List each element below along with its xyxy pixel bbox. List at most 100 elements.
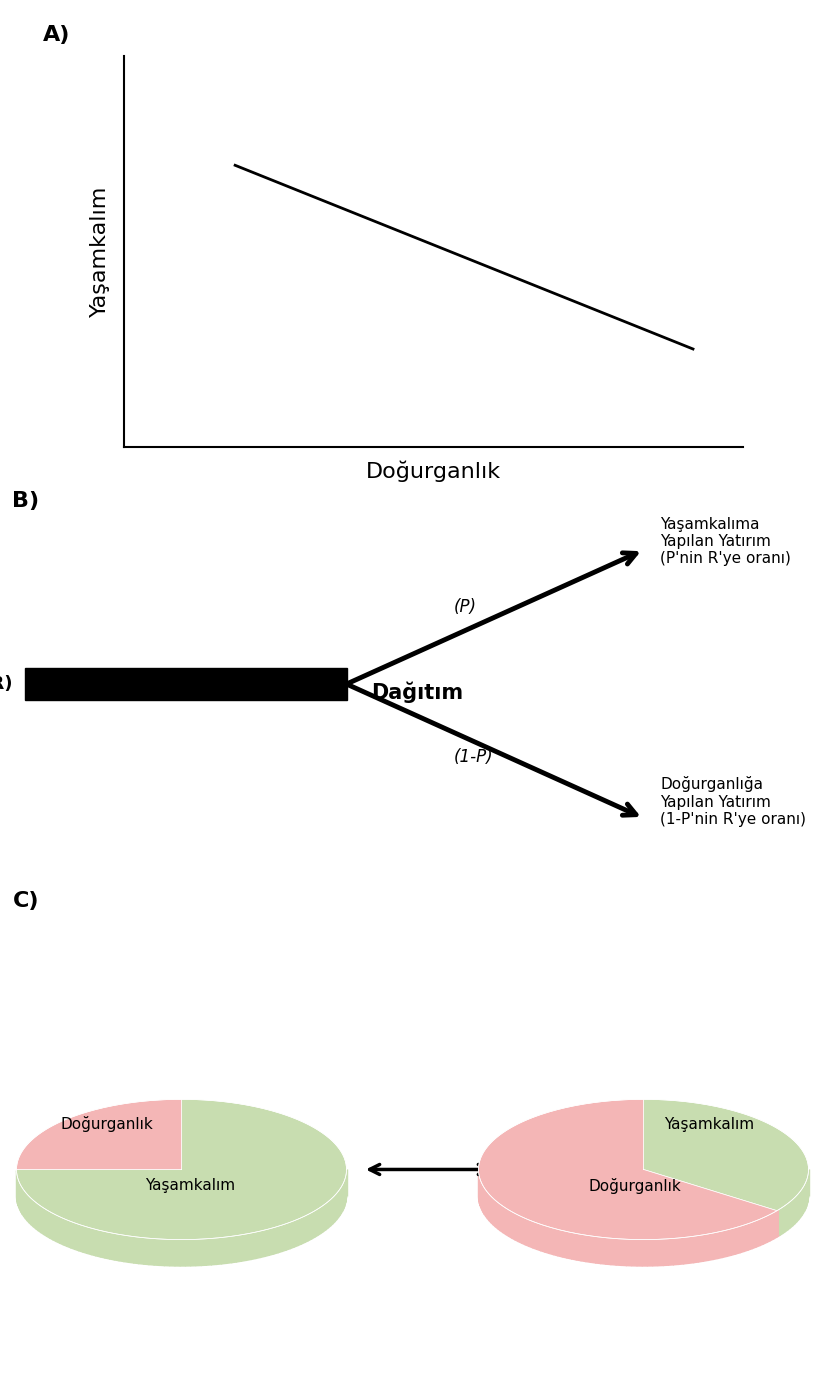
Polygon shape: [541, 1224, 545, 1252]
Polygon shape: [96, 1230, 101, 1256]
Polygon shape: [20, 1184, 21, 1212]
Polygon shape: [24, 1191, 26, 1219]
Polygon shape: [708, 1233, 713, 1261]
Polygon shape: [154, 1238, 159, 1265]
Polygon shape: [120, 1234, 124, 1262]
Polygon shape: [627, 1240, 632, 1266]
Polygon shape: [678, 1237, 683, 1265]
Polygon shape: [340, 1187, 342, 1216]
Polygon shape: [75, 1223, 79, 1251]
Bar: [25, 669, 346, 699]
Polygon shape: [774, 1210, 776, 1240]
Polygon shape: [206, 1238, 211, 1265]
Polygon shape: [60, 1217, 64, 1245]
Text: B): B): [12, 491, 40, 511]
Polygon shape: [274, 1227, 278, 1254]
Polygon shape: [567, 1231, 572, 1259]
Text: Dağıtım: Dağıtım: [371, 681, 464, 704]
Polygon shape: [802, 1187, 804, 1216]
Polygon shape: [41, 1206, 44, 1234]
Polygon shape: [282, 1224, 286, 1251]
Polygon shape: [105, 1231, 110, 1259]
Polygon shape: [39, 1205, 41, 1233]
Polygon shape: [760, 1217, 763, 1245]
Polygon shape: [506, 1208, 509, 1237]
Polygon shape: [251, 1233, 256, 1259]
Polygon shape: [305, 1215, 309, 1242]
Text: Kaynak Edinimi (R): Kaynak Edinimi (R): [0, 676, 12, 692]
Polygon shape: [256, 1231, 260, 1259]
Polygon shape: [44, 1208, 47, 1237]
Polygon shape: [19, 1181, 20, 1210]
Polygon shape: [522, 1217, 526, 1245]
Text: A): A): [43, 25, 71, 45]
Polygon shape: [110, 1233, 115, 1261]
Polygon shape: [35, 1202, 39, 1231]
Polygon shape: [149, 1238, 154, 1265]
Polygon shape: [34, 1201, 35, 1228]
Polygon shape: [683, 1237, 689, 1263]
Polygon shape: [16, 1099, 346, 1240]
Polygon shape: [545, 1226, 549, 1254]
Polygon shape: [269, 1227, 274, 1255]
Polygon shape: [805, 1181, 807, 1209]
Polygon shape: [577, 1234, 582, 1261]
Polygon shape: [47, 1210, 49, 1238]
Polygon shape: [211, 1238, 216, 1265]
Text: Yaşamkalıma
Yapılan Yatırım
(P'nin R'ye oranı): Yaşamkalıma Yapılan Yatırım (P'nin R'ye …: [660, 517, 791, 567]
Polygon shape: [170, 1240, 175, 1266]
Polygon shape: [752, 1220, 756, 1248]
Polygon shape: [328, 1199, 331, 1228]
Polygon shape: [488, 1192, 489, 1220]
Polygon shape: [486, 1191, 488, 1219]
Polygon shape: [767, 1215, 771, 1242]
Polygon shape: [572, 1233, 577, 1261]
Polygon shape: [740, 1226, 744, 1252]
Polygon shape: [312, 1210, 314, 1240]
Polygon shape: [491, 1196, 493, 1224]
Polygon shape: [323, 1203, 326, 1231]
Polygon shape: [496, 1201, 497, 1228]
Polygon shape: [790, 1199, 793, 1228]
Y-axis label: Yaşamkalım: Yaşamkalım: [90, 186, 110, 317]
Polygon shape: [165, 1240, 170, 1266]
Polygon shape: [482, 1184, 483, 1212]
Polygon shape: [526, 1219, 529, 1247]
Polygon shape: [748, 1223, 752, 1249]
Polygon shape: [481, 1181, 482, 1210]
Polygon shape: [216, 1237, 221, 1265]
Polygon shape: [227, 1237, 232, 1263]
Polygon shape: [67, 1220, 71, 1248]
Polygon shape: [27, 1195, 29, 1223]
Polygon shape: [493, 1198, 496, 1227]
Polygon shape: [663, 1238, 668, 1266]
Polygon shape: [780, 1208, 783, 1235]
Polygon shape: [689, 1237, 694, 1263]
Polygon shape: [515, 1213, 518, 1241]
Polygon shape: [79, 1224, 83, 1252]
Polygon shape: [533, 1222, 537, 1249]
Polygon shape: [331, 1198, 332, 1226]
Polygon shape: [22, 1188, 24, 1216]
Polygon shape: [632, 1240, 637, 1266]
Polygon shape: [326, 1202, 328, 1230]
Polygon shape: [338, 1189, 340, 1217]
Text: C): C): [12, 891, 39, 910]
Polygon shape: [489, 1195, 491, 1223]
Polygon shape: [785, 1203, 788, 1231]
Polygon shape: [509, 1210, 512, 1238]
Polygon shape: [56, 1215, 60, 1244]
Polygon shape: [558, 1230, 563, 1256]
Polygon shape: [265, 1228, 269, 1256]
Polygon shape: [601, 1237, 606, 1265]
Polygon shape: [658, 1240, 663, 1266]
Polygon shape: [278, 1226, 282, 1252]
Polygon shape: [124, 1235, 129, 1262]
Polygon shape: [31, 1198, 34, 1227]
Polygon shape: [648, 1240, 653, 1266]
Polygon shape: [260, 1230, 265, 1258]
Polygon shape: [87, 1227, 92, 1255]
Polygon shape: [756, 1219, 760, 1247]
Polygon shape: [563, 1230, 567, 1258]
Polygon shape: [783, 1205, 785, 1234]
